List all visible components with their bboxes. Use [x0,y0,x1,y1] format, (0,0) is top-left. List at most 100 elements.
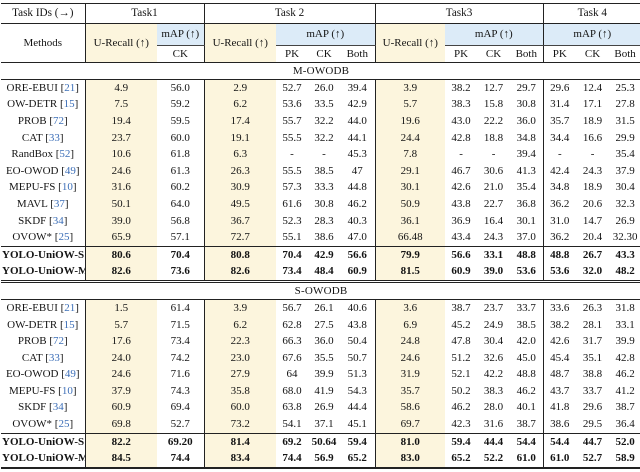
cell-value: 30.6 [483,164,504,177]
method-name: MAVL [37] [16,197,69,210]
cell-value: 30.8 [314,197,334,210]
cell-value: 38.6 [314,231,334,244]
method-name: PROB [72] [17,114,68,127]
cell-value: 60.0 [203,399,276,417]
cell-value: 66.3 [282,335,302,348]
citation-link[interactable]: 21 [64,81,76,94]
cell-value: 44.7 [576,432,610,451]
citation-link[interactable]: 37 [53,197,65,210]
table-row: RandBox [52] 10.6 61.8 6.3- -45.3 7.8- -39.4- -… [1,146,640,163]
cell-value: 65.2 [347,452,367,465]
cell-value: 61.8 [170,148,190,161]
cell-value: 56.7 [282,301,302,314]
cell-value: 73.2 [203,416,276,434]
cell-value: 71.6 [170,368,190,381]
cell-value: 32.0 [582,265,603,278]
cell-value: 32.6 [483,351,504,364]
cell-value: 16.4 [483,214,504,227]
header-urecall-task3: U-Recall (↑) [374,23,446,63]
cell-value: 53.6 [282,98,302,111]
cell-value: 50.2 [451,384,471,397]
citation-link[interactable]: 15 [63,318,75,331]
cell-value: 1.5 [84,299,157,317]
cell-value: 55.1 [282,231,302,244]
cell-value: 39.4 [516,148,536,161]
cell-value: 56.0 [170,81,190,94]
cell-value: 19.6 [374,113,446,130]
cell-value: 33.7 [516,301,536,314]
cell-value: 33.1 [477,245,511,264]
header-map-task1: mAP (↑) [157,23,204,46]
cell-value: 17.4 [203,113,276,130]
method-name: SKDF [34] [18,401,68,414]
cell-value: 42.6 [451,181,471,194]
cell-value: 52.7 [170,418,190,431]
header-urecall-task2: U-Recall (↑) [203,23,276,63]
cell-value: 35.7 [374,383,446,400]
cell-value: 84.5 [84,450,157,469]
table-row: SKDF [34] 60.9 69.4 60.0 63.8 26.9 44.4 58.6 46.… [1,399,640,417]
cell-value: 2.9 [203,79,276,97]
cell-value: 24.6 [84,366,157,384]
cell-value: 61.0 [542,450,577,469]
cell-value: 33.1 [615,318,635,331]
citation-link[interactable]: 10 [61,181,73,194]
citation-link[interactable]: 34 [52,214,64,227]
cell-value: 22.3 [203,333,276,350]
cell-value: 38.6 [542,416,577,434]
cell-value: 31.4 [542,96,577,114]
header-task4: Task 4 [542,3,640,24]
cell-value: 35.1 [582,351,603,364]
cell-value: 24.3 [582,164,603,177]
citation-link[interactable]: 15 [63,98,75,111]
cell-value: 41.9 [314,384,334,397]
cell-value: 31.9 [374,366,446,384]
cell-value: 29.9 [615,131,635,144]
cell-value: 42.6 [542,333,577,350]
cell-value: 27.9 [203,366,276,384]
cell-value: 38.8 [582,368,603,381]
cell-value: 60.2 [170,181,190,194]
cell-value: 31.6 [483,418,504,431]
cell-value: 26.9 [314,401,334,414]
cell-value: 68.0 [282,384,302,397]
cell-value: - [322,148,326,161]
cell-value: 3.9 [203,299,276,317]
cell-value: 23.7 [483,301,504,314]
table-row: MEPU-FS [10] 37.9 74.3 35.8 68.0 41.9 54.3 35.7… [1,383,640,400]
citation-link[interactable]: 21 [64,301,76,314]
cell-value: 31.8 [615,301,635,314]
cell-value: 29.6 [542,79,577,97]
citation-link[interactable]: 25 [58,418,70,431]
cell-value: 62.8 [282,318,302,331]
table-row: OW-DETR [15] 7.5 59.2 6.2 53.6 33.5 42.9 5.7 38.… [1,96,640,114]
cell-value: 74.4 [282,452,302,465]
cell-value: 59.4 [445,432,478,451]
cell-value: 57.3 [282,181,302,194]
citation-link[interactable]: 10 [61,384,73,397]
cell-value: 22.2 [483,114,504,127]
citation-link[interactable]: 34 [52,401,64,414]
citation-link[interactable]: 49 [64,368,76,381]
citation-link[interactable]: 49 [64,164,76,177]
cell-value: 51.3 [347,368,367,381]
cell-value: 39.9 [615,335,635,348]
cell-value: 52.7 [582,452,603,465]
citation-link[interactable]: 52 [59,148,71,161]
table-row: PROB [72] 17.6 73.4 22.3 66.3 36.0 50.4 24.8 47.… [1,333,640,350]
cell-value: 45.3 [347,148,367,161]
cell-value: 18.9 [582,114,603,127]
citation-link[interactable]: 72 [52,114,64,127]
table-row: OVOW* [25] 65.9 57.1 72.7 55.1 38.6 47.0 66.48 4… [1,229,640,247]
cell-value: 38.3 [451,98,471,111]
citation-link[interactable]: 25 [58,231,70,244]
citation-link[interactable]: 33 [48,131,60,144]
citation-link[interactable]: 33 [48,351,60,364]
table-header: Task IDs (→) Task1 Task 2 Task3 Task 4 M… [1,3,640,63]
cell-value: 37.0 [516,231,536,244]
section-header-row: S-OWODB [1,280,640,301]
cell-value: 24.3 [483,231,504,244]
table-row: EO-OWOD [49] 24.6 71.6 27.9 64 39.9 51.3 31.9 52… [1,366,640,384]
cell-value: 41.2 [615,384,635,397]
citation-link[interactable]: 72 [52,335,64,348]
